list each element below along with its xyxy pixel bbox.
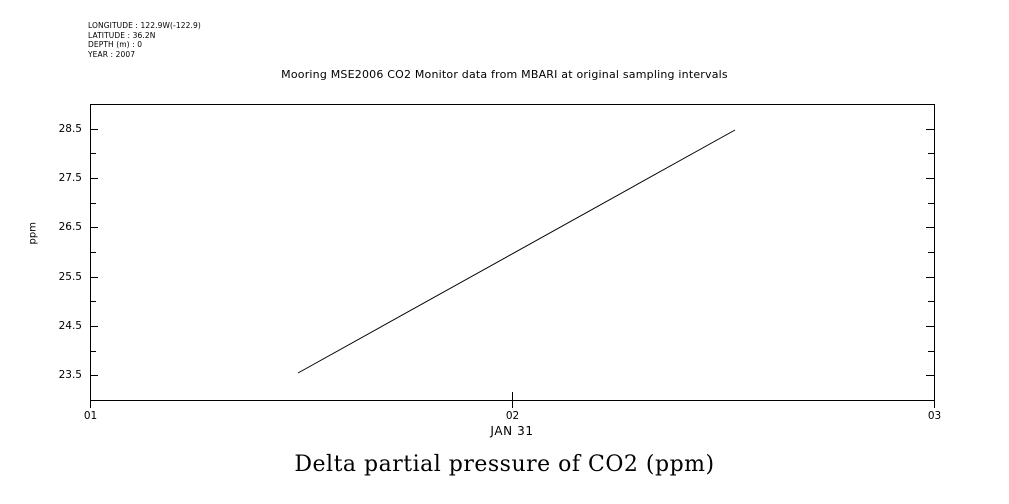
y-axis-tick-label: 25.5 xyxy=(58,270,82,283)
y-axis-tick-label: 23.5 xyxy=(58,368,82,381)
metadata-year: YEAR : 2007 xyxy=(88,49,136,59)
y-axis-tick-label: 27.5 xyxy=(58,171,82,184)
x-axis-ticks xyxy=(90,392,935,408)
metadata-header: LONGITUDE : 122.9W(-122.9) LATITUDE : 36… xyxy=(88,21,201,59)
x-axis-title: JAN 31 xyxy=(490,424,534,438)
y-axis-ticks xyxy=(90,129,934,376)
y-axis-title: ppm xyxy=(27,222,39,245)
y-axis-tick-label: 26.5 xyxy=(58,220,82,233)
series-polyline xyxy=(297,129,736,374)
x-axis-tick-label: 02 xyxy=(505,410,520,422)
metadata-depth: DEPTH (m) : 0 xyxy=(88,40,143,50)
metadata-longitude: LONGITUDE : 122.9W(-122.9) xyxy=(88,21,201,30)
plot-frame xyxy=(90,104,935,401)
bottom-caption: Delta partial pressure of CO2 (ppm) xyxy=(294,452,715,477)
x-axis-tick-label: 03 xyxy=(927,410,942,422)
y-axis-tick-label: 24.5 xyxy=(58,319,82,332)
data-series-line xyxy=(297,129,736,374)
metadata-latitude: LATITUDE : 36.2N xyxy=(88,30,156,40)
y-axis-tick-label: 28.5 xyxy=(58,122,82,135)
chart-title: Mooring MSE2006 CO2 Monitor data from MB… xyxy=(281,68,728,81)
x-axis-tick-label: 01 xyxy=(83,410,98,422)
